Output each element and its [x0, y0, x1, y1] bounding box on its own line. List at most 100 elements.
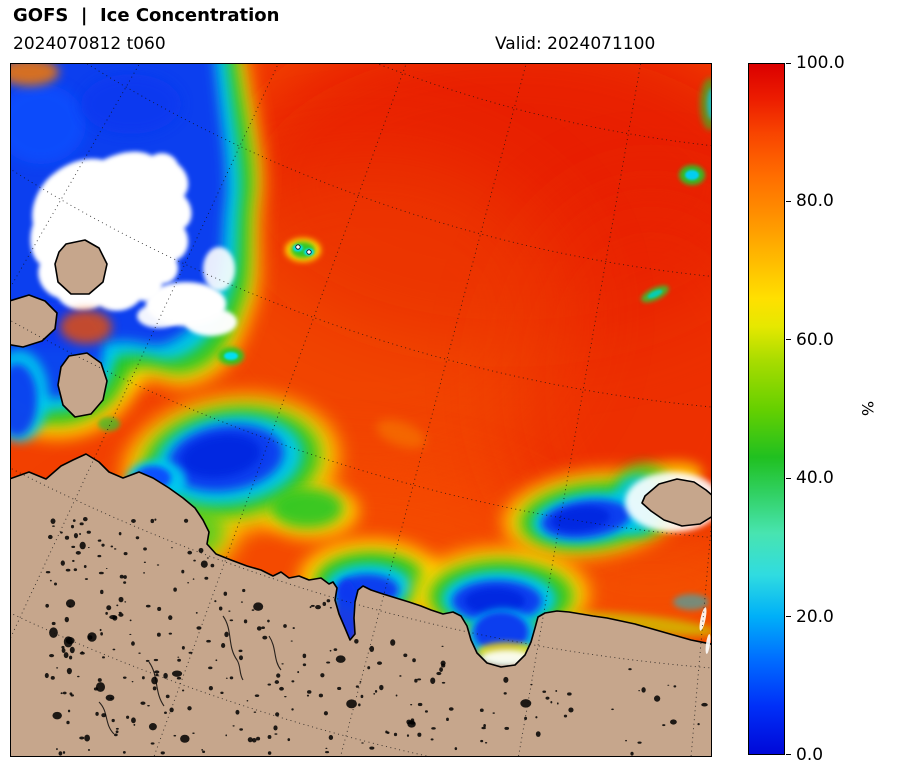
lake-dot [143, 547, 147, 551]
colorbar: 100.0 80.0 60.0 40.0 20.0 0.0 % [748, 53, 896, 765]
lake-dot [386, 731, 390, 734]
lake-dot [93, 687, 98, 691]
lake-dot [267, 683, 272, 686]
landmass-island-right [641, 478, 711, 527]
lake-dot [122, 751, 126, 754]
lake-dot [326, 661, 331, 664]
lake-dot [124, 601, 127, 603]
lake-dot [77, 675, 80, 678]
lake-dot [156, 632, 161, 637]
lake-dot [145, 659, 150, 662]
lake-dot [267, 735, 272, 739]
lake-dot [129, 619, 132, 622]
lake-dot [221, 642, 226, 648]
lake-dot [51, 621, 56, 626]
lake-dot [133, 723, 136, 726]
lake-dot [110, 545, 114, 548]
lake-dot [326, 599, 331, 603]
lake-dot [112, 615, 118, 621]
lake-dot [69, 646, 75, 654]
lake-dot [69, 655, 73, 660]
lake-dot [329, 649, 332, 652]
lake-dot [153, 658, 159, 662]
lake-dot [112, 648, 116, 651]
lake-dot [110, 697, 113, 700]
lake-dot [61, 648, 66, 653]
lake-dot [417, 702, 423, 707]
lake-dot [568, 707, 574, 713]
ice-field-blob [700, 78, 711, 130]
lake-dot [251, 737, 257, 743]
lake-dot [111, 718, 115, 723]
lake-dot [290, 640, 293, 642]
lake-dot [129, 633, 132, 636]
lake-dot [72, 559, 75, 562]
lake-dot [410, 703, 413, 706]
lake-dot [87, 546, 90, 549]
lake-dot [276, 673, 281, 678]
lake-dot [373, 693, 376, 695]
colorbar-unit-label: % [858, 400, 878, 417]
lake-dot [441, 681, 446, 684]
lake-dot [118, 612, 124, 617]
ice-field-blob [673, 594, 709, 610]
lake-dot [147, 704, 150, 707]
lake-dot [251, 609, 255, 611]
lake-dot [79, 522, 84, 526]
lake-dot [160, 751, 165, 755]
lake-dot [71, 545, 76, 549]
lake-dot [431, 727, 436, 730]
lake-dot [116, 604, 119, 607]
lake-dot [70, 694, 75, 697]
colorbar-tick-label: 40.0 [796, 468, 834, 489]
lake-dot [79, 651, 85, 655]
lake-dot [115, 730, 119, 734]
lake-dot [99, 539, 102, 541]
river-line [222, 615, 244, 681]
lake-dot [306, 694, 310, 697]
lake-dot [180, 734, 190, 743]
lake-dot [302, 653, 307, 659]
lake-dot [123, 581, 127, 584]
lake-dot [44, 672, 49, 679]
lake-dot [325, 751, 330, 754]
lake-dot [484, 741, 488, 744]
lake-dot [267, 751, 272, 755]
lake-dot [359, 681, 362, 683]
lake-dot [235, 709, 240, 715]
lake-dot [105, 568, 108, 570]
lake-dot [662, 724, 666, 727]
lake-dot [131, 519, 136, 523]
ice-field-blob [11, 64, 59, 86]
lake-dot [187, 550, 193, 555]
colorbar-tick-label: 60.0 [796, 329, 834, 350]
lake-dot [430, 677, 436, 684]
lake-dot [113, 548, 117, 550]
lake-dot [83, 565, 87, 569]
colorbar-tick-mark [786, 339, 791, 341]
lake-dot [406, 719, 412, 725]
lake-dot [150, 742, 155, 745]
lake-dot [97, 554, 102, 558]
lake-dot [670, 719, 677, 725]
lake-dot [395, 694, 398, 697]
islet-dot [306, 249, 312, 255]
lake-dot [84, 578, 89, 580]
ice-field-blob [474, 612, 528, 652]
ice-field-blob [11, 84, 86, 164]
lake-dot [123, 575, 127, 579]
plot-title: GOFS | Ice Concentration [13, 5, 280, 26]
lake-dot [673, 685, 677, 688]
lake-dot [64, 535, 70, 540]
lake-dot [60, 692, 63, 695]
river-line [98, 701, 115, 735]
lake-dot [267, 619, 270, 623]
lake-dot [261, 626, 265, 629]
lake-dot [479, 708, 484, 712]
lake-dot [176, 676, 182, 680]
lake-dot [346, 699, 357, 709]
lake-dot [247, 737, 253, 743]
lake-dot [279, 686, 284, 691]
lake-dot [154, 518, 157, 521]
lake-dot [535, 716, 538, 719]
